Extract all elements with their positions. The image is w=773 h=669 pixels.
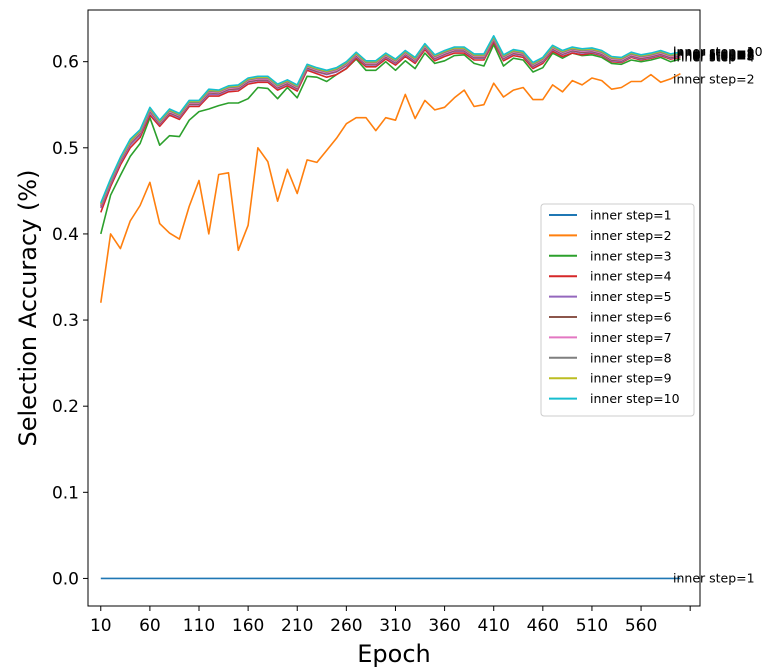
legend-label-3: inner step=3 bbox=[590, 248, 672, 263]
end-label-8: inner step=8 bbox=[673, 46, 755, 61]
end-label-7: inner step=7 bbox=[673, 47, 755, 62]
x-tick-label: 360 bbox=[428, 616, 460, 636]
end-label-1: inner step=1 bbox=[673, 570, 755, 585]
y-tick-label: 0.6 bbox=[52, 53, 79, 73]
y-axis-label: Selection Accuracy (%) bbox=[14, 170, 42, 447]
series-line-10 bbox=[100, 34, 681, 204]
end-label-2: inner step=2 bbox=[673, 72, 755, 87]
end-label-9: inner step=9 bbox=[673, 45, 755, 60]
y-axis: 0.0 0.1 0.2 0.3 0.4 0.5 0.6 bbox=[52, 53, 88, 589]
series-line-3 bbox=[100, 43, 681, 235]
x-tick-label: 10 bbox=[90, 616, 112, 636]
x-tick-label: 260 bbox=[330, 616, 362, 636]
x-tick-label: 110 bbox=[183, 616, 215, 636]
x-tick-label: 210 bbox=[281, 616, 313, 636]
x-tick-label: 310 bbox=[379, 616, 411, 636]
series-line-2 bbox=[100, 72, 681, 303]
x-tick-label: 560 bbox=[625, 616, 657, 636]
x-tick-label: 160 bbox=[232, 616, 264, 636]
legend-label-9: inner step=9 bbox=[590, 371, 672, 386]
series-layer bbox=[100, 34, 681, 580]
legend-box bbox=[540, 203, 695, 417]
y-tick-label: 0.4 bbox=[52, 225, 79, 245]
legend-label-4: inner step=4 bbox=[590, 269, 672, 284]
end-label-10: inner step=10 bbox=[673, 44, 763, 59]
x-axis: 10 60 110 160 210 260 310 360 410 460 510 560 bbox=[90, 606, 691, 636]
x-tick-label: 510 bbox=[576, 616, 608, 636]
y-tick-label: 0.2 bbox=[52, 397, 79, 417]
y-tick-label: 0.0 bbox=[52, 569, 79, 589]
legend-label-6: inner step=6 bbox=[590, 310, 672, 325]
x-tick-label: 60 bbox=[139, 616, 161, 636]
x-tick-label: 410 bbox=[477, 616, 509, 636]
legend-label-1: inner step=1 bbox=[590, 208, 672, 223]
legend-label-5: inner step=5 bbox=[590, 289, 672, 304]
x-axis-label: Epoch bbox=[357, 640, 431, 668]
legend-label-7: inner step=7 bbox=[590, 330, 672, 345]
y-tick-label: 0.3 bbox=[52, 311, 79, 331]
y-tick-label: 0.5 bbox=[52, 139, 79, 159]
end-label-5: inner step=5 bbox=[673, 49, 755, 64]
plot-frame bbox=[87, 9, 701, 607]
end-label-4: inner step=4 bbox=[673, 49, 755, 64]
end-label-6: inner step=6 bbox=[673, 48, 755, 63]
legend-label-10: inner step=10 bbox=[590, 391, 680, 406]
x-tick-label: 460 bbox=[527, 616, 559, 636]
legend: inner step=1 inner step=2 inner step=3 inne… bbox=[540, 203, 695, 417]
y-tick-label: 0.1 bbox=[52, 483, 79, 503]
series-line-4 bbox=[100, 41, 681, 213]
legend-label-2: inner step=2 bbox=[590, 228, 672, 243]
end-labels: inner step=1 inner step=2 inner step=4inne… bbox=[673, 44, 763, 585]
legend-label-8: inner step=8 bbox=[590, 350, 672, 365]
